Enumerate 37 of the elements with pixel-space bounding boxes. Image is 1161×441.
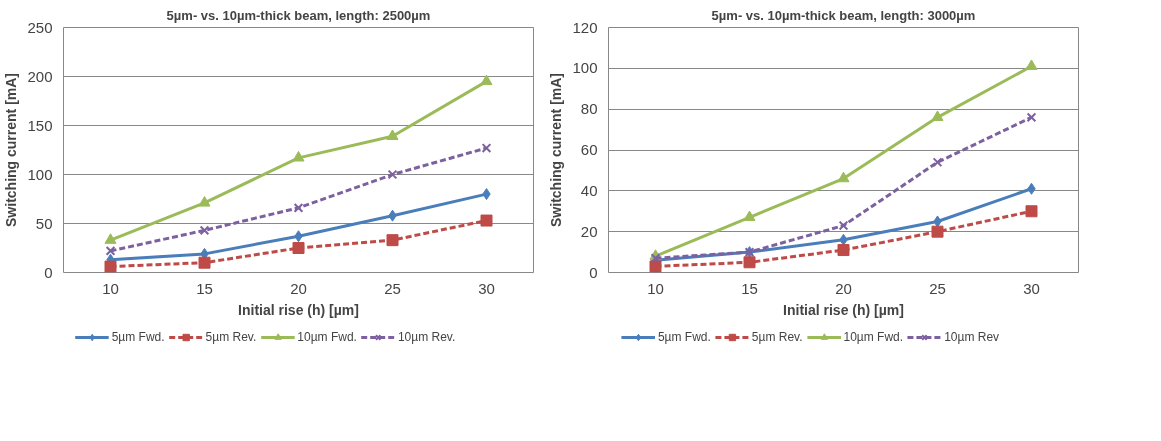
- x-tick-label: 20: [835, 279, 852, 297]
- y-tick-label: 80: [580, 100, 598, 118]
- x-axis-title: Initial rise (h) [µm]: [783, 301, 904, 318]
- legend-label: 5µm Rev.: [751, 329, 803, 345]
- x-tick-label: 30: [1023, 279, 1040, 297]
- y-tick-label: 120: [572, 18, 598, 36]
- legend-label: 5µm Fwd.: [111, 329, 165, 345]
- y-tick-label: 40: [580, 181, 598, 199]
- y-tick-label: 100: [27, 165, 53, 183]
- y-axis-title: Switching current [mA]: [3, 72, 20, 227]
- y-tick-label: 0: [589, 263, 598, 281]
- x-tick-label: 20: [290, 279, 307, 297]
- x-tick-label: 25: [929, 279, 946, 297]
- y-tick-label: 20: [580, 222, 598, 240]
- y-tick-label: 150: [27, 116, 53, 134]
- legend-label: 10µm Fwd.: [297, 329, 357, 345]
- x-tick-label: 30: [478, 279, 495, 297]
- legend-label: 5µm Fwd.: [657, 329, 711, 345]
- y-tick-label: 250: [27, 18, 53, 36]
- x-tick-label: 15: [741, 279, 758, 297]
- x-tick-label: 10: [102, 279, 119, 297]
- legend-label: 5µm Rev.: [205, 329, 257, 345]
- x-tick-label: 25: [384, 279, 401, 297]
- x-axis-title: Initial rise (h) [µm]: [238, 301, 359, 318]
- y-axis-title: Switching current [mA]: [548, 72, 565, 227]
- y-tick-label: 200: [27, 67, 53, 85]
- legend-label: 10µm Fwd.: [843, 329, 904, 345]
- y-tick-label: 60: [580, 141, 598, 158]
- x-tick-label: 10: [647, 279, 664, 297]
- legend-label: 10µm Rev: [944, 329, 1000, 345]
- chart-title: 5µm- vs. 10µm-thick beam, length: 3000µm: [711, 7, 976, 23]
- y-tick-label: 0: [44, 263, 53, 281]
- y-tick-label: 100: [572, 59, 598, 77]
- x-tick-label: 15: [196, 279, 213, 297]
- y-tick-label: 50: [35, 214, 53, 232]
- legend-label: 10µm Rev.: [397, 329, 456, 345]
- chart-title: 5µm- vs. 10µm-thick beam, length: 2500µm: [166, 7, 431, 23]
